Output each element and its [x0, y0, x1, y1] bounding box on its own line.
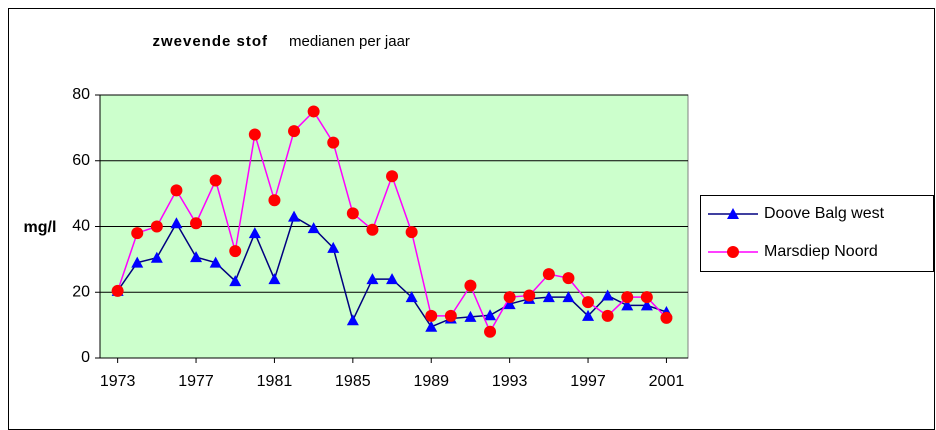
marker: [484, 309, 497, 321]
marker: [621, 299, 634, 311]
marker: [660, 311, 673, 324]
marker: [209, 174, 222, 187]
marker: [386, 273, 399, 285]
x-tick-label: 1997: [570, 373, 606, 390]
legend-label: Doove Balg west: [764, 205, 885, 222]
marker: [268, 194, 281, 207]
marker: [268, 273, 281, 285]
x-tick-label: 1993: [492, 373, 528, 390]
marker: [150, 251, 163, 263]
y-tick-label: 40: [72, 218, 90, 235]
marker: [523, 289, 536, 302]
marker: [288, 210, 301, 222]
marker: [464, 310, 477, 322]
marker: [248, 128, 261, 141]
marker: [307, 222, 320, 234]
x-tick-label: 1981: [257, 373, 293, 390]
marker: [484, 325, 497, 338]
chart-subtitle: medianen per jaar: [289, 33, 410, 50]
x-tick-label: 1985: [335, 373, 371, 390]
marker: [405, 291, 418, 303]
marker: [346, 314, 359, 326]
marker: [229, 275, 242, 287]
marker: [444, 309, 457, 322]
marker: [503, 291, 516, 304]
marker: [327, 241, 340, 253]
marker: [150, 220, 163, 233]
marker: [170, 217, 183, 229]
marker: [327, 136, 340, 149]
legend-box: [700, 195, 934, 272]
legend-label: Marsdiep Noord: [764, 243, 878, 260]
x-tick-label: 1977: [178, 373, 214, 390]
marker: [640, 291, 653, 304]
marker: [601, 289, 614, 301]
x-tick-label: 2001: [649, 373, 685, 390]
y-axis-label: mg/l: [24, 219, 57, 236]
marker: [288, 125, 301, 138]
y-tick-label: 80: [72, 86, 90, 103]
marker: [542, 291, 555, 303]
marker: [366, 223, 379, 236]
y-tick-label: 0: [81, 349, 90, 366]
marker: [727, 208, 739, 219]
marker: [209, 256, 222, 268]
marker: [727, 246, 739, 258]
x-tick-label: 1989: [413, 373, 449, 390]
marker: [190, 217, 203, 230]
marker: [542, 268, 555, 281]
marker: [248, 227, 261, 239]
marker: [562, 291, 575, 303]
marker: [621, 291, 634, 304]
x-tick-label: 1973: [100, 373, 136, 390]
marker: [562, 272, 575, 285]
marker: [464, 279, 477, 292]
marker: [386, 170, 399, 183]
y-tick-label: 20: [72, 283, 90, 300]
marker: [366, 273, 379, 285]
marker: [131, 256, 144, 268]
marker: [111, 284, 124, 297]
marker: [601, 309, 614, 322]
marker: [346, 207, 359, 220]
marker: [425, 309, 438, 322]
marker: [190, 251, 203, 263]
marker: [582, 309, 595, 321]
y-tick-label: 60: [72, 152, 90, 169]
marker: [131, 227, 144, 240]
marker: [503, 298, 516, 310]
marker: [405, 226, 418, 239]
marker: [307, 105, 320, 118]
marker: [425, 320, 438, 332]
marker: [582, 296, 595, 309]
chart-title: zwevende stof: [152, 33, 268, 50]
marker: [229, 245, 242, 258]
marker: [640, 299, 653, 311]
marker: [170, 184, 183, 197]
